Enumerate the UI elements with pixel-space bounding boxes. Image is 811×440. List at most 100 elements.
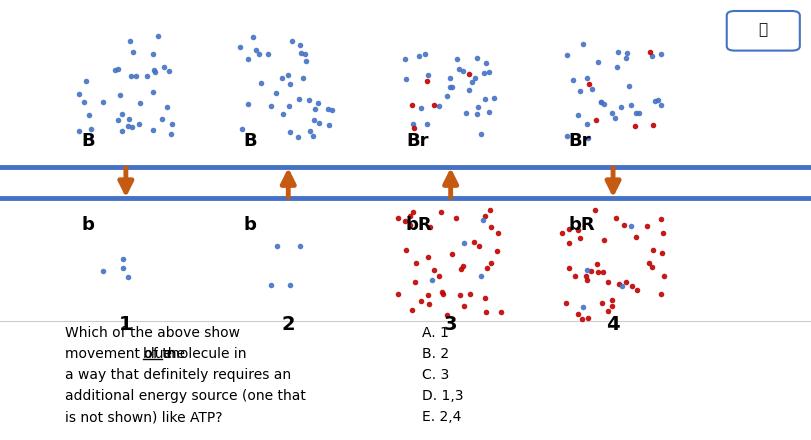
Point xyxy=(654,102,667,109)
Point xyxy=(234,125,247,132)
Point xyxy=(405,101,418,108)
Point xyxy=(453,66,466,73)
Point xyxy=(436,290,449,297)
Point xyxy=(559,299,572,306)
Point xyxy=(591,59,604,66)
Point xyxy=(283,281,296,288)
Point xyxy=(618,55,631,62)
Point xyxy=(157,64,170,71)
Point xyxy=(571,227,584,234)
Text: blue: blue xyxy=(143,347,173,361)
Point xyxy=(605,296,618,303)
Point xyxy=(471,104,484,111)
Point xyxy=(161,104,174,111)
Point xyxy=(443,75,456,82)
Point xyxy=(115,127,128,134)
Text: 2: 2 xyxy=(281,315,294,334)
Point xyxy=(445,83,458,90)
Point xyxy=(306,132,319,139)
Text: 4: 4 xyxy=(606,315,619,334)
Point xyxy=(391,291,404,298)
Point xyxy=(97,268,109,275)
Point xyxy=(321,105,334,112)
Point xyxy=(114,91,127,98)
Point xyxy=(491,229,504,236)
Point xyxy=(418,50,431,57)
Point xyxy=(478,95,491,103)
Point xyxy=(490,247,503,254)
Point xyxy=(562,264,575,271)
Point xyxy=(116,255,129,262)
Point xyxy=(108,67,121,74)
Point xyxy=(629,286,642,293)
Point xyxy=(556,229,569,236)
Point xyxy=(607,115,620,122)
Point xyxy=(472,242,485,249)
Point xyxy=(616,221,629,228)
Point xyxy=(407,124,420,131)
Point xyxy=(580,120,593,127)
Point xyxy=(595,269,608,276)
Point xyxy=(597,101,610,108)
Point xyxy=(140,73,153,80)
Point xyxy=(405,306,418,313)
Point xyxy=(570,111,583,118)
Point xyxy=(561,226,574,233)
Point xyxy=(584,268,597,275)
Point xyxy=(640,222,653,229)
Point xyxy=(276,111,289,118)
Point xyxy=(624,282,637,290)
Point xyxy=(576,40,589,48)
Point xyxy=(303,128,316,135)
Point xyxy=(122,274,135,281)
Point xyxy=(146,127,159,134)
Point xyxy=(293,242,306,249)
Point xyxy=(325,106,338,113)
Point xyxy=(264,282,277,289)
Point xyxy=(293,42,306,49)
Point xyxy=(619,279,632,286)
Point xyxy=(307,116,320,123)
Point xyxy=(242,55,255,62)
Point xyxy=(270,243,283,250)
Point xyxy=(421,254,434,261)
Point xyxy=(116,264,129,271)
Point xyxy=(480,264,493,271)
Point xyxy=(657,273,670,280)
Point xyxy=(457,67,470,74)
Point xyxy=(566,77,579,84)
Point xyxy=(298,50,311,57)
Point xyxy=(609,215,622,222)
Point xyxy=(654,249,667,257)
Point xyxy=(431,103,444,110)
Point xyxy=(444,83,457,90)
Point xyxy=(165,120,178,127)
Point xyxy=(478,213,491,220)
Point xyxy=(281,71,294,78)
Point xyxy=(124,72,137,79)
Point xyxy=(406,209,418,216)
Point xyxy=(573,88,586,95)
Point xyxy=(477,69,490,76)
Point xyxy=(628,122,641,129)
Point xyxy=(569,272,581,279)
Point xyxy=(445,250,458,257)
Point xyxy=(412,52,425,59)
Text: b: b xyxy=(81,216,94,234)
Point xyxy=(482,109,495,116)
Text: 3: 3 xyxy=(444,315,457,334)
Point xyxy=(422,71,435,78)
Point xyxy=(614,104,627,111)
Point xyxy=(461,70,474,77)
Point xyxy=(294,50,307,57)
Point xyxy=(129,72,142,79)
Point xyxy=(78,99,91,106)
Point xyxy=(645,52,658,59)
Point xyxy=(589,117,602,124)
Point xyxy=(624,222,637,229)
FancyBboxPatch shape xyxy=(726,11,799,51)
Point xyxy=(580,74,593,81)
Point xyxy=(615,282,628,289)
Text: B: B xyxy=(243,132,257,150)
Text: a way that definitely requires an: a way that definitely requires an xyxy=(65,368,290,382)
